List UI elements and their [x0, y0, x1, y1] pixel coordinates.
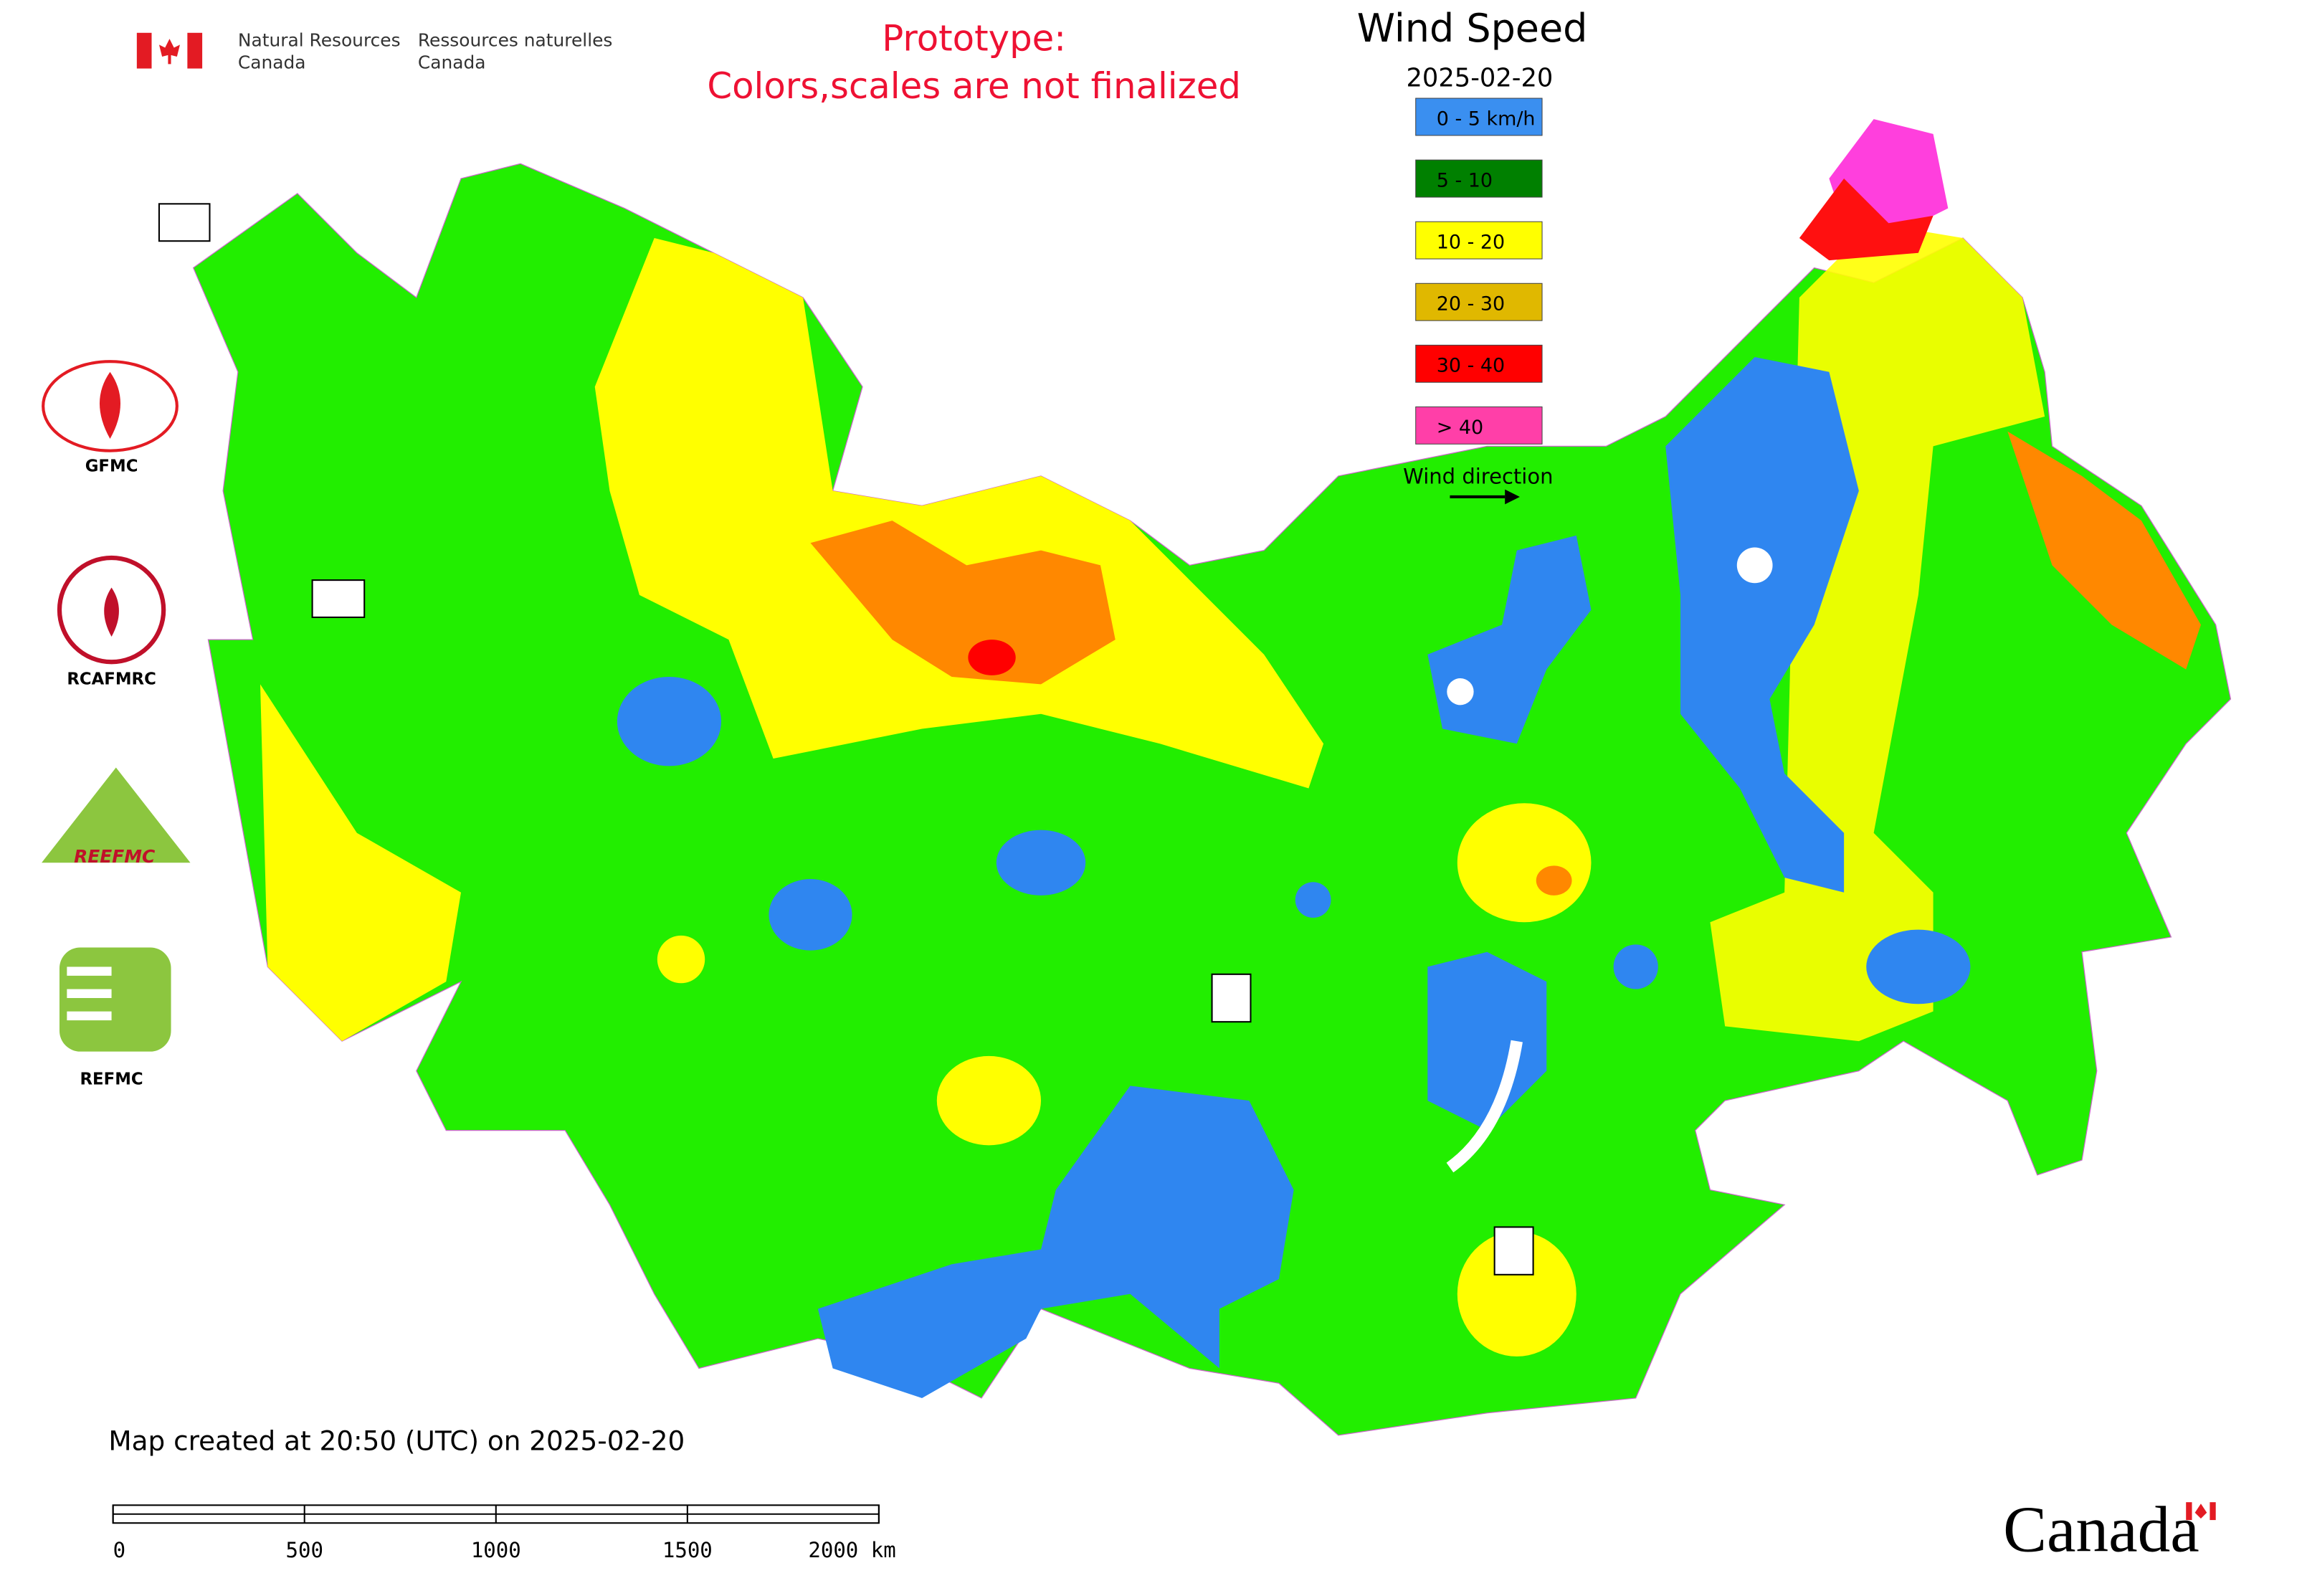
legend: Wind Speed 2025-02-20 Wind direction 0 -… [1357, 6, 1588, 505]
lake-baikal [1446, 1040, 1523, 1173]
wordmark-leaf [2194, 1504, 2207, 1519]
yellow-zone [1457, 1231, 1576, 1357]
scale-bar: 0 500 1000 1500 2000 km [112, 1504, 896, 1562]
site-marker [1211, 973, 1252, 1023]
legend-label: 0 - 5 km/h [1437, 108, 1536, 130]
notice: Colors,scales are not finalized [707, 65, 1241, 107]
orange-zone [2007, 431, 2201, 670]
wordmark: Canada [2003, 1493, 2199, 1566]
flag-bar [136, 32, 152, 69]
wind-arrow-head [1505, 489, 1520, 505]
blue-zone [1665, 356, 1859, 893]
canada-wordmark: Canada [2003, 1493, 2216, 1566]
scale-label: 2000 km [808, 1538, 895, 1562]
agency-fr: Canada [418, 52, 486, 73]
blue-zone [1295, 882, 1331, 918]
blue-zone [1866, 929, 1971, 1004]
yellow-zone [1457, 803, 1592, 923]
scale-label: 500 [285, 1538, 323, 1562]
legend-label: 5 - 10 [1437, 169, 1493, 191]
logo-caption: RCAFMRC [67, 670, 156, 688]
lake [1736, 547, 1773, 584]
maple-leaf [158, 39, 180, 65]
agency-en: Natural Resources [238, 29, 401, 50]
legend-title: Wind Speed [1357, 6, 1588, 51]
red-zone [968, 640, 1016, 675]
legend-swatch [1415, 344, 1543, 383]
flag-bar [187, 32, 203, 69]
orange-zone [1536, 865, 1572, 896]
gfmc-flame [99, 371, 121, 440]
blue-zone [617, 676, 722, 766]
blue-zone [769, 879, 852, 951]
scale-label: 1500 [662, 1538, 713, 1562]
legend-swatch [1415, 221, 1543, 260]
rcafmrc-flame [104, 587, 119, 637]
created-note: Map created at 20:50 (UTC) on 2025-02-20 [108, 1425, 685, 1457]
site-marker [1493, 1226, 1534, 1276]
scale-label: 1000 [471, 1538, 521, 1562]
wind-direction-label: Wind direction [1403, 464, 1553, 488]
legend-date: 2025-02-20 [1406, 63, 1553, 92]
yellow-zone [657, 935, 705, 984]
legend-label: 20 - 30 [1437, 293, 1505, 315]
refmc-stripe [67, 1011, 112, 1021]
agency-fr: Ressources naturelles [418, 29, 613, 50]
refmc-stripe [67, 989, 112, 998]
yellow-zone [936, 1055, 1042, 1146]
legend-swatch [1415, 159, 1543, 198]
legend-swatch [1415, 406, 1543, 445]
site-marker [311, 579, 366, 619]
blue-zone [1427, 951, 1547, 1131]
blue-zone [996, 830, 1086, 896]
scale-label: 0 [113, 1538, 125, 1562]
legend-label: 30 - 40 [1437, 355, 1505, 377]
logo-caption: REFMC [80, 1070, 143, 1088]
reefmc-mark: REEFMC [74, 846, 156, 867]
site-marker [158, 203, 211, 242]
legend-swatch [1415, 282, 1543, 321]
wordmark-flag [2210, 1502, 2216, 1521]
map [158, 119, 2232, 1436]
blue-zone [817, 1086, 1294, 1398]
logos: GFMC RCAFMRC REEFMC REFMC [42, 360, 191, 1088]
notice: Prototype: [882, 18, 1066, 60]
reefmc-logo [42, 767, 191, 863]
refmc-stripe [67, 966, 112, 976]
blue-zone [1613, 944, 1658, 989]
agency-signature: Natural Resources Canada Ressources natu… [136, 29, 613, 73]
wordmark-flag [2186, 1502, 2192, 1521]
yellow-zone [260, 684, 462, 1042]
legend-swatch [1415, 98, 1543, 136]
refmc-logo [59, 947, 171, 1052]
legend-label: > 40 [1437, 417, 1483, 439]
red-zone [1799, 179, 1934, 261]
logo-caption: GFMC [85, 457, 138, 476]
yellow-zone [594, 238, 1324, 789]
legend-label: 10 - 20 [1437, 232, 1505, 254]
lake [1447, 678, 1474, 706]
orange-zone [810, 521, 1116, 685]
agency-en: Canada [238, 52, 306, 73]
